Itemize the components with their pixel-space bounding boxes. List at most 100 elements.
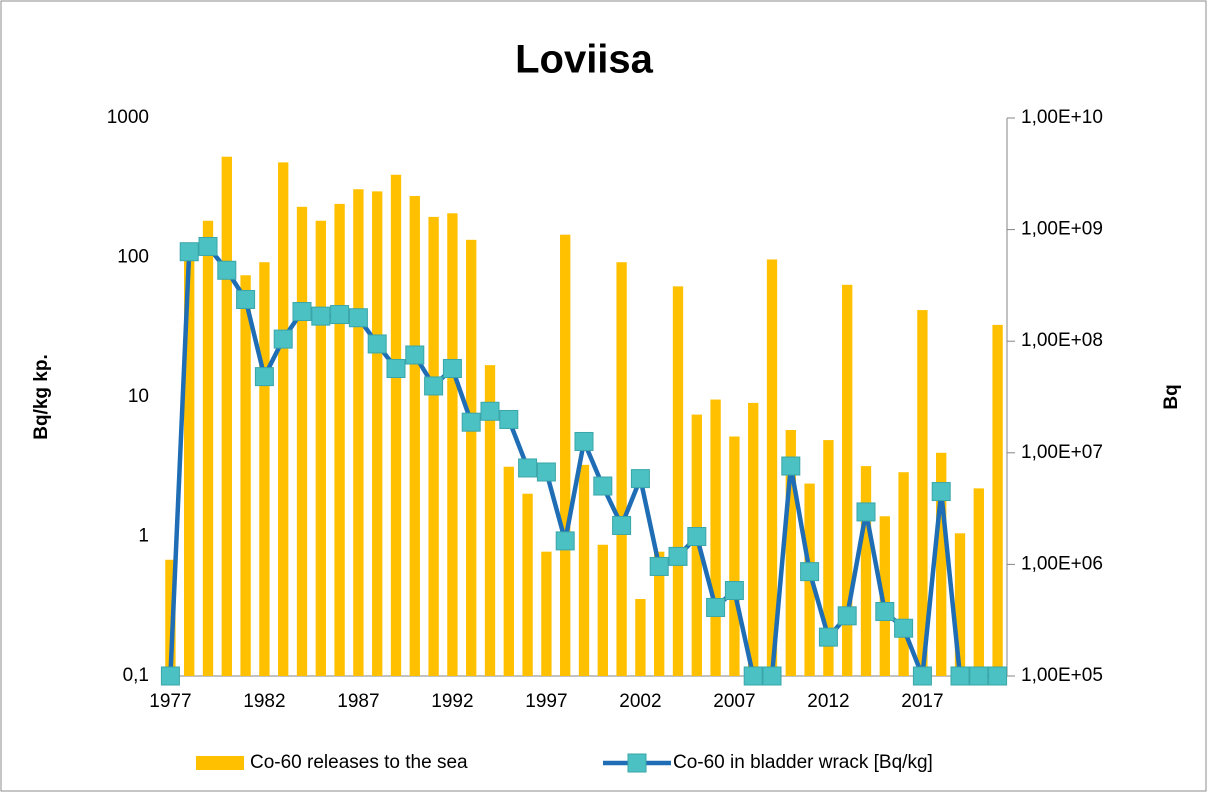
line-marker <box>273 329 293 349</box>
bar <box>748 402 759 676</box>
line-marker <box>649 556 669 576</box>
legend-marker <box>627 753 647 773</box>
bar <box>710 399 721 676</box>
y-axis-label: Bq/kg kp. <box>31 354 52 440</box>
bar <box>936 452 947 676</box>
line-marker <box>160 666 180 686</box>
line-marker <box>574 431 594 451</box>
x-tick-label: 2017 <box>901 691 943 712</box>
x-tick-label: 2007 <box>713 691 755 712</box>
line-marker <box>800 562 820 582</box>
line-marker <box>630 469 650 489</box>
line-marker <box>405 345 425 365</box>
chart-title: Loviisa <box>515 38 654 82</box>
y-tick-label: 1000 <box>107 107 149 128</box>
line-marker <box>348 308 368 328</box>
bar <box>221 156 232 676</box>
y-tick-label: 1 <box>138 526 149 547</box>
line-marker <box>856 502 876 522</box>
x-tick-label: 2002 <box>619 691 661 712</box>
line-marker <box>988 666 1008 686</box>
bar <box>259 262 270 676</box>
legend-label: Co-60 releases to the sea <box>250 752 468 773</box>
line-marker <box>499 409 519 429</box>
legend-label: Co-60 in bladder wrack [Bq/kg] <box>673 752 933 773</box>
line-marker <box>687 527 707 546</box>
line-marker <box>179 242 199 262</box>
y-tick-label: 10 <box>128 386 149 407</box>
line-marker <box>461 412 481 432</box>
line-marker <box>555 531 575 551</box>
bar <box>879 516 890 676</box>
y2-tick-label: 1,00E+09 <box>1021 219 1103 240</box>
bar <box>184 254 195 676</box>
bar <box>842 284 853 676</box>
bar <box>992 324 1003 676</box>
bar <box>428 216 439 677</box>
y2-tick-label: 1,00E+05 <box>1021 665 1103 686</box>
bar <box>973 488 984 676</box>
line-marker <box>367 334 387 354</box>
line-marker <box>781 456 801 476</box>
bar <box>334 203 345 676</box>
bar <box>597 544 608 676</box>
bar <box>202 220 214 676</box>
bar <box>541 551 552 676</box>
x-tick-label: 2012 <box>807 691 849 712</box>
bar <box>898 472 909 676</box>
line-marker <box>894 618 914 638</box>
y-tick-label: 100 <box>117 247 149 268</box>
bar <box>372 191 383 677</box>
line-marker <box>292 302 312 322</box>
line-marker <box>818 627 838 647</box>
bar <box>522 493 533 676</box>
line-marker <box>236 289 256 309</box>
x-tick-label: 1982 <box>243 691 285 712</box>
bar <box>353 189 364 676</box>
bar <box>917 310 928 676</box>
line-marker <box>668 546 688 566</box>
bar <box>860 466 872 676</box>
line-marker <box>837 606 857 626</box>
bar <box>560 234 571 676</box>
x-tick-label: 1992 <box>431 691 473 712</box>
line-marker <box>762 666 782 686</box>
line-marker <box>612 515 632 535</box>
line-marker <box>217 260 237 280</box>
x-tick-label: 1977 <box>149 691 191 712</box>
legend-swatch <box>196 756 244 770</box>
bar <box>766 259 778 676</box>
x-tick-label: 1987 <box>337 691 379 712</box>
line-marker <box>386 359 406 379</box>
line-marker <box>424 376 444 396</box>
line-marker <box>198 236 218 256</box>
line-marker <box>912 666 932 686</box>
bar <box>466 239 477 677</box>
y2-tick-label: 1,00E+10 <box>1021 107 1103 128</box>
bar <box>672 286 684 676</box>
y2-tick-label: 1,00E+08 <box>1021 330 1103 351</box>
line-marker <box>706 597 726 617</box>
x-tick-label: 1997 <box>525 691 567 712</box>
line-marker <box>950 666 970 686</box>
bar <box>635 598 646 676</box>
line-marker <box>330 305 350 325</box>
bar <box>278 162 289 677</box>
bar <box>315 220 326 676</box>
line-marker <box>969 666 989 686</box>
bar <box>729 436 740 676</box>
line-marker <box>442 359 462 379</box>
bar <box>823 440 834 676</box>
line-marker <box>480 401 500 421</box>
bar <box>578 464 590 676</box>
y2-tick-label: 1,00E+07 <box>1021 442 1103 463</box>
line-marker <box>254 367 274 387</box>
line-marker <box>875 601 895 621</box>
line-marker <box>311 306 331 326</box>
bar <box>616 262 627 676</box>
bar <box>503 466 514 676</box>
bar <box>654 551 665 676</box>
bar <box>785 430 796 676</box>
y-tick-label: 0,1 <box>123 665 149 686</box>
